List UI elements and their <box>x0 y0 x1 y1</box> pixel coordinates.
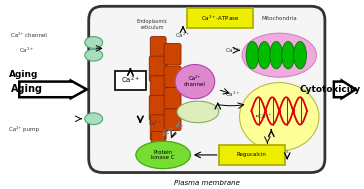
Text: Ca$^{2+}$: Ca$^{2+}$ <box>175 31 191 40</box>
Text: Ca$^{2+}$: Ca$^{2+}$ <box>225 46 240 55</box>
Ellipse shape <box>177 101 219 123</box>
Text: Ca²⁺-
ATPase: Ca²⁺- ATPase <box>189 107 206 117</box>
FancyBboxPatch shape <box>149 95 167 121</box>
FancyBboxPatch shape <box>164 66 181 88</box>
FancyBboxPatch shape <box>89 6 325 173</box>
FancyBboxPatch shape <box>219 145 285 165</box>
Text: Ca²⁺ pump: Ca²⁺ pump <box>9 125 39 132</box>
FancyBboxPatch shape <box>164 88 181 109</box>
Ellipse shape <box>294 42 306 69</box>
Text: Cytotoxicity: Cytotoxicity <box>300 85 361 94</box>
Ellipse shape <box>240 83 319 151</box>
FancyArrow shape <box>334 81 356 98</box>
Text: Regucalcin: Regucalcin <box>237 153 266 157</box>
Ellipse shape <box>85 113 103 125</box>
Ellipse shape <box>258 42 271 69</box>
FancyBboxPatch shape <box>187 8 253 28</box>
Ellipse shape <box>246 42 259 69</box>
Text: $\bullet$Ca$^{2+}$: $\bullet$Ca$^{2+}$ <box>254 112 273 122</box>
FancyBboxPatch shape <box>115 71 146 90</box>
FancyBboxPatch shape <box>150 115 166 140</box>
FancyBboxPatch shape <box>150 37 166 62</box>
FancyBboxPatch shape <box>151 132 165 157</box>
FancyBboxPatch shape <box>150 76 167 101</box>
Ellipse shape <box>282 42 294 69</box>
Ellipse shape <box>85 37 103 48</box>
FancyBboxPatch shape <box>149 56 167 82</box>
FancyBboxPatch shape <box>164 43 181 65</box>
Text: Aging: Aging <box>9 70 39 79</box>
Text: Ca$^{2+}$-ATPase: Ca$^{2+}$-ATPase <box>201 13 239 23</box>
Ellipse shape <box>85 49 103 61</box>
Text: Plasma membrane: Plasma membrane <box>174 180 240 186</box>
Text: Ca²⁺ channel: Ca²⁺ channel <box>11 33 47 38</box>
Text: Ca²⁺
channel: Ca²⁺ channel <box>184 76 206 87</box>
Ellipse shape <box>242 33 316 77</box>
Text: Nucleus: Nucleus <box>269 149 289 153</box>
Text: Ca$^{2+}$: Ca$^{2+}$ <box>121 75 140 86</box>
FancyBboxPatch shape <box>164 109 181 130</box>
Ellipse shape <box>136 141 190 169</box>
Text: Protein
kinase C: Protein kinase C <box>151 149 175 160</box>
Ellipse shape <box>270 42 283 69</box>
Text: Ca$^{2+}$: Ca$^{2+}$ <box>148 119 162 128</box>
Text: Ca$^{2+}$: Ca$^{2+}$ <box>225 90 240 99</box>
Ellipse shape <box>175 64 215 99</box>
FancyArrow shape <box>19 81 87 98</box>
Text: Endoplasmic
reticulum: Endoplasmic reticulum <box>136 19 168 30</box>
Text: Aging: Aging <box>11 84 43 94</box>
Text: Mitochondria: Mitochondria <box>261 15 297 21</box>
Text: Ca$^{2+}$: Ca$^{2+}$ <box>19 46 35 55</box>
